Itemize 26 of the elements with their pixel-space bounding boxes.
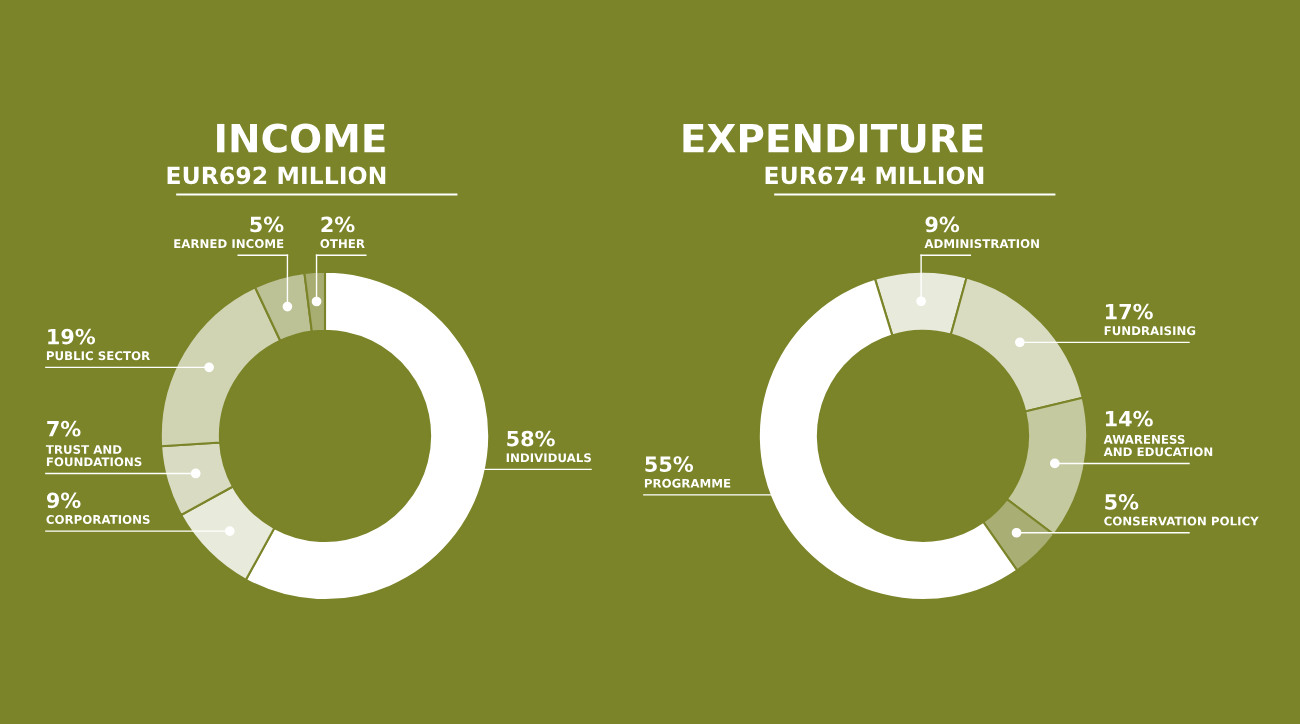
data-label: 2% — [321, 216, 355, 233]
data-label: 14% — [1105, 410, 1153, 427]
data-label: 9% — [925, 216, 960, 233]
data-label: 9% — [46, 492, 81, 509]
chart-title: INCOME — [217, 123, 385, 153]
slice-label: INDIVIDUALS — [506, 453, 591, 463]
slice-label: ADMINISTRATION — [924, 239, 1039, 249]
data-label: 19% — [48, 328, 96, 345]
chart-subtitle: EUR674 MILLION — [765, 166, 984, 185]
slice-label: PROGRAMME — [644, 478, 731, 488]
slice-label: CORPORATIONS — [46, 514, 150, 524]
data-label: 17% — [1105, 303, 1153, 320]
slice-label: OTHER — [320, 239, 365, 249]
slice-label: EARNED INCOME — [174, 239, 284, 249]
data-label: 7% — [47, 420, 81, 437]
data-label: 5% — [1105, 494, 1139, 510]
slice-label: AWARENESS AND EDUCATION — [1103, 434, 1213, 457]
chart-title: EXPENDITURE — [683, 123, 983, 153]
slice-label: PUBLIC SECTOR — [46, 351, 150, 361]
slice-label: TRUST AND FOUNDATIONS — [45, 445, 142, 467]
data-label: 55% — [645, 456, 694, 472]
slice-label: FUNDRAISING — [1104, 326, 1196, 336]
slice-label: CONSERVATION POLICY — [1104, 516, 1259, 526]
chart-subtitle: EUR692 MILLION — [167, 166, 386, 185]
data-label: 5% — [250, 216, 284, 233]
data-label: 58% — [507, 430, 555, 447]
